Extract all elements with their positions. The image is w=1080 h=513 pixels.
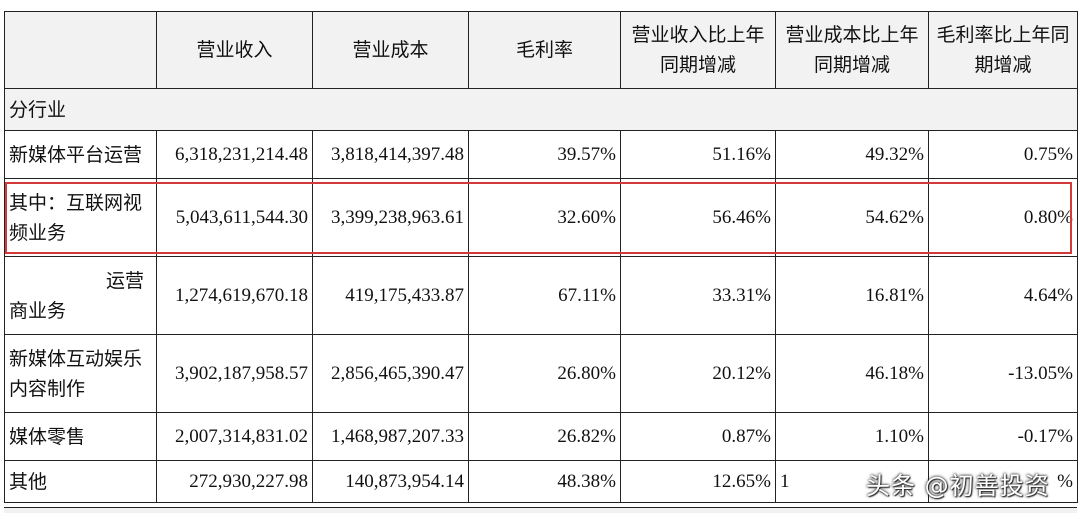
cost-change-cell: 1.10% <box>775 412 929 461</box>
margin-change-cell: 0.80% <box>928 178 1078 257</box>
margin-cell: 39.57% <box>468 130 621 179</box>
row-label: 其他 <box>4 460 157 503</box>
margin-cell: 32.60% <box>468 178 621 257</box>
row-label: 新媒体互动娱乐 内容制作 <box>4 334 157 413</box>
revenue-change-cell: 51.16% <box>620 130 776 179</box>
cost-cell: 3,399,238,963.61 <box>312 178 469 257</box>
cost-cell: 419,175,433.87 <box>312 256 469 335</box>
cost-change-cell: 16.81% <box>775 256 929 335</box>
header-margin-change: 毛利率比上年同期增减 <box>928 11 1078 89</box>
table-row: 其他 272,930,227.98 140,873,954.14 48.38% … <box>4 460 1078 503</box>
revenue-cell: 5,043,611,544.30 <box>156 178 313 257</box>
revenue-change-cell: 20.12% <box>620 334 776 413</box>
margin-change-cell: 0.75% <box>928 130 1078 179</box>
margin-change-cell: -0.17% <box>928 412 1078 461</box>
row-label: 运营 商业务 <box>4 256 157 335</box>
header-revenue-change: 营业收入比上年同期增减 <box>620 11 776 89</box>
header-cost-change: 营业成本比上年同期增减 <box>775 11 929 89</box>
margin-cell: 26.82% <box>468 412 621 461</box>
revenue-cell: 6,318,231,214.48 <box>156 130 313 179</box>
cost-cell: 2,856,465,390.47 <box>312 334 469 413</box>
revenue-change-cell: 0.87% <box>620 412 776 461</box>
margin-change-cell: -13.05% <box>928 334 1078 413</box>
section-row: 分行业 <box>4 88 1078 131</box>
revenue-cell: 1,274,619,670.18 <box>156 256 313 335</box>
row-label-line: 运营 <box>105 269 144 292</box>
row-label-line: 频业务 <box>9 221 67 244</box>
revenue-change-cell: 33.31% <box>620 256 776 335</box>
revenue-change-cell: 56.46% <box>620 178 776 257</box>
section-label: 分行业 <box>4 88 1078 131</box>
row-label: 其中：互联网视 频业务 <box>4 178 157 257</box>
revenue-cell: 2,007,314,831.02 <box>156 412 313 461</box>
table-row-highlighted: 其中：互联网视 频业务 5,043,611,544.30 3,399,238,9… <box>4 178 1078 257</box>
table-row: 运营 商业务 1,274,619,670.18 419,175,433.87 6… <box>4 256 1078 335</box>
cost-change-cell: 54.62% <box>775 178 929 257</box>
header-blank <box>4 11 157 89</box>
row-label-line: 内容制作 <box>9 377 86 400</box>
watermark: 头条 @初善投资 <box>866 472 1050 500</box>
table-continuation <box>4 507 1077 513</box>
revenue-cell: 272,930,227.98 <box>156 460 313 503</box>
table-row: 新媒体平台运营 6,318,231,214.48 3,818,414,397.4… <box>4 130 1078 179</box>
table-header-row: 营业收入 营业成本 毛利率 营业收入比上年同期增减 营业成本比上年同期增减 毛利… <box>4 11 1078 89</box>
table-row: 新媒体互动娱乐 内容制作 3,902,187,958.57 2,856,465,… <box>4 334 1078 413</box>
table-row: 媒体零售 2,007,314,831.02 1,468,987,207.33 2… <box>4 412 1078 461</box>
margin-cell: 67.11% <box>468 256 621 335</box>
row-label: 媒体零售 <box>4 412 157 461</box>
row-label: 新媒体平台运营 <box>4 130 157 179</box>
cost-change-cell: 46.18% <box>775 334 929 413</box>
cost-change-cell: 49.32% <box>775 130 929 179</box>
margin-cell: 48.38% <box>468 460 621 503</box>
header-margin: 毛利率 <box>468 11 621 89</box>
margin-change-cell: 4.64% <box>928 256 1078 335</box>
financial-table: 营业收入 营业成本 毛利率 营业收入比上年同期增减 营业成本比上年同期增减 毛利… <box>4 11 1078 503</box>
row-label-line: 新媒体互动娱乐 <box>9 347 143 370</box>
revenue-cell: 3,902,187,958.57 <box>156 334 313 413</box>
cost-cell: 140,873,954.14 <box>312 460 469 503</box>
cost-cell: 1,468,987,207.33 <box>312 412 469 461</box>
header-cost: 营业成本 <box>312 11 469 89</box>
revenue-change-cell: 12.65% <box>620 460 776 503</box>
margin-change-cell: % <box>928 460 1078 503</box>
row-label-line: 商业务 <box>9 299 67 322</box>
header-revenue: 营业收入 <box>156 11 313 89</box>
cost-cell: 3,818,414,397.48 <box>312 130 469 179</box>
margin-cell: 26.80% <box>468 334 621 413</box>
row-label-line: 其中：互联网视 <box>9 191 143 214</box>
